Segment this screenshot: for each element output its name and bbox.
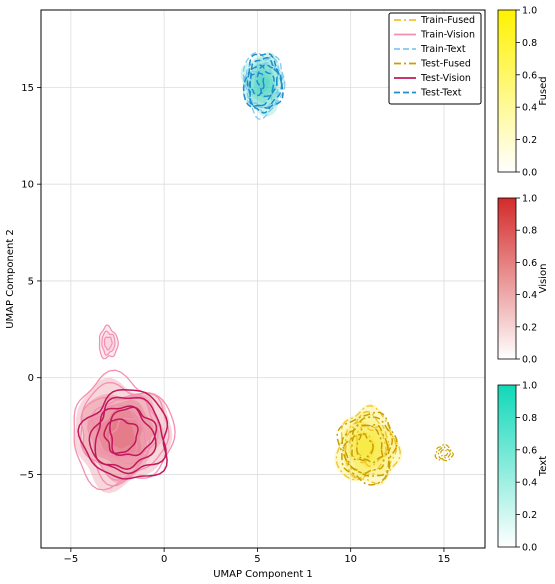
y-tick-label: 5 bbox=[28, 276, 34, 287]
contour-level bbox=[349, 433, 375, 464]
contour-level bbox=[94, 405, 157, 470]
contour-level bbox=[80, 381, 170, 487]
colorbar-tick-label: 0.4 bbox=[522, 290, 537, 301]
x-tick-label: −5 bbox=[63, 554, 78, 565]
contour-level bbox=[77, 389, 169, 480]
satellite-blob-vision bbox=[98, 324, 119, 360]
contour-level bbox=[109, 406, 158, 457]
y-tick-label: 0 bbox=[28, 373, 34, 384]
colorbar-tick-label: 0.0 bbox=[522, 168, 537, 179]
colorbar-tick-label: 0.8 bbox=[522, 38, 537, 49]
contour-level bbox=[341, 416, 394, 477]
density-fill-level bbox=[334, 403, 403, 486]
satellite-contour bbox=[101, 330, 116, 356]
colorbar-tick-label: 0.0 bbox=[522, 543, 537, 554]
colorbar-label: Vision bbox=[538, 264, 549, 294]
contour-level bbox=[88, 396, 167, 475]
colorbar-tick-label: 0.2 bbox=[522, 135, 537, 146]
colorbar-tick-label: 0.6 bbox=[522, 445, 537, 456]
colorbar-tick-label: 0.6 bbox=[522, 258, 537, 269]
colorbar-tick-label: 0.6 bbox=[522, 70, 537, 81]
contour-level bbox=[91, 394, 159, 465]
colorbar-tick-label: 0.8 bbox=[522, 226, 537, 237]
satellite-contour bbox=[103, 336, 113, 351]
x-tick-label: 0 bbox=[161, 554, 167, 565]
contour-level bbox=[80, 395, 159, 481]
satellite-blob-fused bbox=[434, 443, 454, 462]
series-test-fused bbox=[336, 411, 398, 486]
contour-level bbox=[103, 418, 139, 455]
colorbar-tick-label: 1.0 bbox=[522, 194, 537, 205]
colorbar-fused: 0.0 0.2 0.4 0.6 0.8 1.0 Fused bbox=[497, 6, 549, 179]
x-tick-label: 15 bbox=[438, 554, 451, 565]
colorbar-text: 0.0 0.2 0.4 0.6 0.8 1.0 Text bbox=[497, 381, 549, 554]
contour-level bbox=[351, 432, 374, 462]
x-tick-label: 10 bbox=[344, 554, 357, 565]
contour-level bbox=[256, 64, 279, 98]
legend-label: Test-Text bbox=[420, 88, 462, 99]
plot-frame bbox=[40, 9, 486, 549]
plot-area: −5 0 5 10 15 −5 0 5 10 15 UMAP Component 1 UMAP … bbox=[5, 9, 486, 580]
x-tick-label: 5 bbox=[254, 554, 260, 565]
contour-level bbox=[356, 424, 390, 468]
colorbar-tick-label: 0.2 bbox=[522, 510, 537, 521]
series-test-text bbox=[242, 52, 284, 114]
x-axis-ticks: −5 0 5 10 15 bbox=[63, 548, 450, 565]
colorbar-gradient bbox=[497, 9, 517, 173]
colorbar-tick-label: 1.0 bbox=[522, 381, 537, 392]
colorbar-tick-label: 0.2 bbox=[522, 322, 537, 333]
legend-label: Train-Fused bbox=[420, 15, 475, 26]
colorbar-tick-label: 0.4 bbox=[522, 478, 537, 489]
y-tick-label: 15 bbox=[21, 83, 34, 94]
colorbar-label: Fused bbox=[538, 76, 549, 105]
colorbar-gradient bbox=[497, 197, 517, 360]
satellite-contour bbox=[434, 443, 454, 462]
legend: Train-Fused Train-Vision Train-Text Test-Fu… bbox=[388, 12, 482, 105]
colorbar-tick-label: 0.0 bbox=[522, 355, 537, 366]
legend-label: Test-Vision bbox=[420, 73, 471, 84]
contour-level bbox=[248, 72, 265, 97]
legend-label: Train-Vision bbox=[420, 30, 475, 41]
y-tick-label: 10 bbox=[21, 180, 34, 191]
density-fill-fused bbox=[334, 403, 403, 486]
satellite-contour bbox=[440, 449, 449, 458]
legend-label: Train-Text bbox=[420, 44, 466, 55]
contour-level bbox=[335, 405, 401, 485]
colorbars: 0.0 0.2 0.4 0.6 0.8 1.0 Fused 0.0 0.2 0.4 0.6 0.8 1.… bbox=[497, 6, 549, 554]
contour-level bbox=[342, 424, 385, 475]
y-axis-label: UMAP Component 2 bbox=[5, 229, 16, 329]
colorbar-gradient bbox=[497, 384, 517, 548]
legend-frame bbox=[388, 12, 482, 105]
contour-level bbox=[254, 62, 279, 97]
density-fill-level bbox=[343, 410, 396, 480]
contour-level bbox=[108, 417, 148, 458]
legend-label: Test-Fused bbox=[420, 59, 471, 70]
y-axis-ticks: −5 0 5 10 15 bbox=[19, 83, 41, 481]
contour-level bbox=[356, 423, 389, 464]
colorbar-label: Text bbox=[538, 456, 549, 477]
colorbar-tick-label: 0.8 bbox=[522, 413, 537, 424]
contour-level bbox=[336, 411, 398, 486]
colorbar-tick-label: 1.0 bbox=[522, 6, 537, 17]
density-fill-level bbox=[95, 409, 143, 458]
colorbar-vision: 0.0 0.2 0.4 0.6 0.8 1.0 Vision bbox=[497, 194, 549, 366]
series-test-vision bbox=[77, 389, 169, 480]
satellite-contour bbox=[437, 446, 451, 460]
contour-level bbox=[246, 64, 275, 107]
density-layer bbox=[73, 52, 454, 494]
y-tick-label: −5 bbox=[19, 470, 34, 481]
colorbar-tick-label: 0.4 bbox=[522, 103, 537, 114]
density-fill-level bbox=[106, 418, 136, 449]
contour-level bbox=[242, 52, 284, 114]
x-axis-label: UMAP Component 1 bbox=[213, 569, 313, 580]
